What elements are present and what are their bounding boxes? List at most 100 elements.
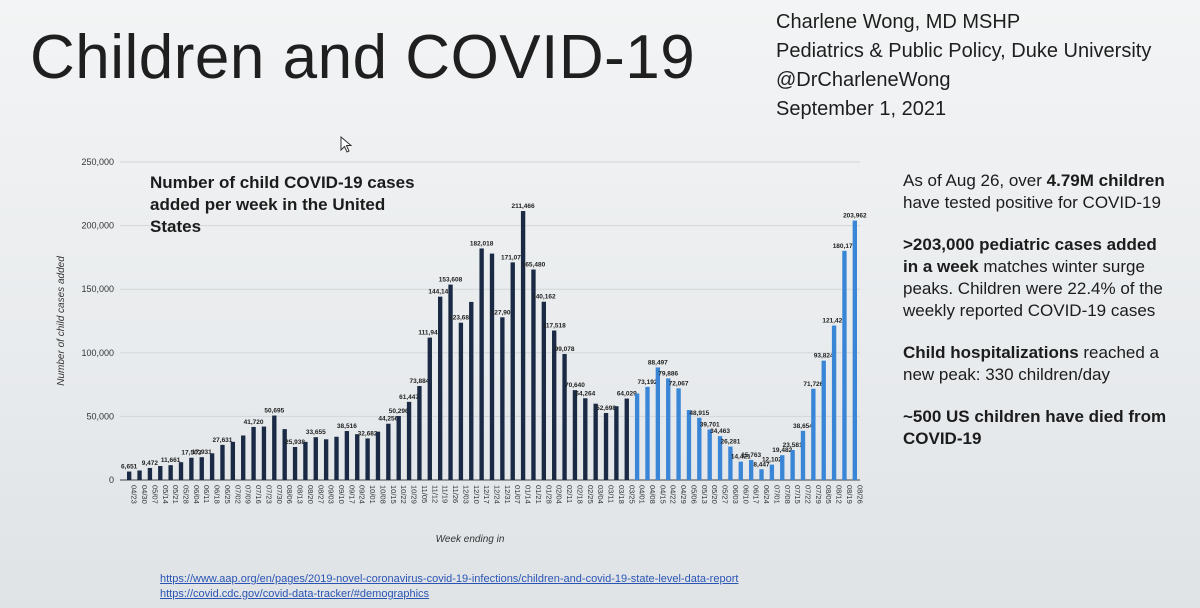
bar-06-24	[759, 469, 764, 480]
x-tick-label: 07/30	[275, 485, 284, 504]
data-label: 72,067	[669, 380, 689, 387]
data-label: 32,682	[358, 430, 378, 437]
data-label: 12,102	[762, 457, 782, 464]
y-tick-label: 200,000	[81, 221, 114, 231]
bar-05-13	[697, 417, 702, 480]
data-label: 123,688	[449, 315, 473, 322]
x-tick-label: 07/29	[814, 485, 823, 504]
bar-08-26	[852, 220, 857, 480]
bar-07-15	[790, 450, 795, 480]
data-label: 52,698	[596, 405, 616, 412]
bar-06-03	[728, 446, 733, 480]
slide-title: Children and COVID-19	[30, 23, 696, 92]
bar-04-08	[645, 386, 650, 480]
x-tick-label: 07/16	[254, 485, 263, 504]
x-tick-label: 07/08	[783, 485, 792, 504]
source-link-aap[interactable]: https://www.aap.org/en/pages/2019-novel-…	[160, 573, 739, 585]
side-note-text: matches winter surge peaks. Children wer…	[903, 257, 1163, 320]
data-label: 25,938	[285, 439, 305, 446]
data-label: 61,447	[399, 394, 419, 401]
bar-07-02	[230, 441, 236, 480]
bar-02-11	[562, 353, 567, 480]
data-label: 39,701	[700, 422, 720, 429]
bar-07-16	[251, 426, 256, 480]
data-label: 38,516	[337, 423, 357, 430]
x-tick-label: 06/24	[762, 485, 771, 504]
x-tick-label: 10/15	[389, 485, 398, 504]
side-note-text: Child hospitalizations	[903, 343, 1079, 362]
data-label: 14,421	[731, 454, 751, 461]
bar-04-22	[666, 378, 671, 480]
data-label: 73,884	[409, 378, 429, 385]
x-tick-label: 05/06	[689, 485, 698, 504]
x-tick-label: 06/04	[192, 485, 201, 504]
mouse-cursor-icon	[340, 136, 353, 153]
x-tick-label: 01/21	[534, 485, 543, 504]
x-tick-label: 05/07	[150, 485, 159, 504]
x-tick-label: 02/25	[586, 485, 595, 504]
data-label: 6,651	[121, 464, 138, 471]
data-label: 71,726	[803, 381, 823, 388]
bar-05-20	[707, 429, 712, 480]
bar-12-31	[500, 317, 505, 480]
data-label: 144,145	[428, 289, 452, 296]
author-block: Charlene Wong, MD MSHP Pediatrics & Publ…	[776, 8, 1186, 124]
x-tick-label: 02/18	[575, 485, 584, 504]
x-tick-label: 08/19	[845, 485, 854, 504]
author-name: Charlene Wong, MD MSHP	[776, 11, 1021, 33]
x-tick-label: 08/27	[316, 485, 325, 504]
data-label: 38,654	[793, 423, 813, 430]
x-tick-label: 06/11	[202, 485, 211, 503]
bar-02-18	[572, 390, 578, 480]
bar-12-17	[479, 248, 484, 480]
x-tick-label: 12/03	[461, 485, 470, 504]
bar-09-10	[334, 436, 339, 480]
bar-10-15	[386, 423, 391, 480]
x-tick-label: 09/17	[347, 485, 356, 504]
bar-08-12	[831, 325, 837, 480]
x-tick-label: 07/01	[772, 485, 781, 504]
bar-10-29	[406, 401, 412, 480]
bar-06-11	[199, 457, 204, 480]
bar-12-24	[489, 253, 495, 480]
x-tick-label: 04/15	[658, 485, 667, 504]
data-label: 211,466	[512, 203, 536, 210]
bar-10-08	[375, 431, 381, 480]
data-label: 121,427	[822, 318, 846, 325]
data-label: 165,480	[522, 262, 546, 269]
x-tick-label: 10/29	[410, 485, 419, 504]
x-tick-label: 06/18	[213, 485, 222, 504]
data-label: 70,640	[565, 382, 585, 389]
x-tick-label: 12/24	[493, 485, 502, 504]
bar-08-20	[303, 441, 308, 480]
bar-03-04	[593, 403, 598, 480]
x-tick-label: 04/22	[669, 485, 678, 504]
x-tick-label: 08/05	[824, 485, 833, 504]
x-tick-label: 05/13	[700, 485, 709, 504]
data-label: 64,029	[617, 391, 637, 398]
side-note-3: Child hospitalizations reached a new pea…	[903, 342, 1173, 386]
data-label: 73,192	[638, 379, 658, 386]
x-tick-label: 12/31	[503, 485, 512, 504]
side-note-text: ~500 US children have died from COVID-19	[903, 407, 1167, 448]
x-tick-label: 09/10	[337, 485, 346, 504]
data-label: 19,482	[772, 447, 792, 454]
y-tick-label: 250,000	[81, 157, 114, 167]
bar-12-03	[458, 322, 464, 480]
bar-01-07	[510, 262, 515, 480]
bar-05-21	[168, 465, 173, 480]
bar-08-06	[282, 429, 287, 480]
x-tick-label: 04/08	[648, 485, 657, 504]
x-axis-label: Week ending in	[436, 534, 505, 545]
side-note-text: reached a new peak: 330 children/day	[903, 343, 1160, 384]
bar-02-04	[552, 330, 557, 480]
x-tick-label: 03/11	[607, 485, 616, 503]
bar-07-29	[811, 388, 816, 480]
bar-09-03	[323, 439, 329, 480]
bar-06-18	[209, 453, 215, 480]
data-label: 88,497	[648, 359, 668, 366]
bar-07-30	[272, 415, 277, 480]
source-link-cdc[interactable]: https://covid.cdc.gov/covid-data-tracker…	[160, 588, 430, 600]
x-tick-label: 03/18	[617, 485, 626, 504]
